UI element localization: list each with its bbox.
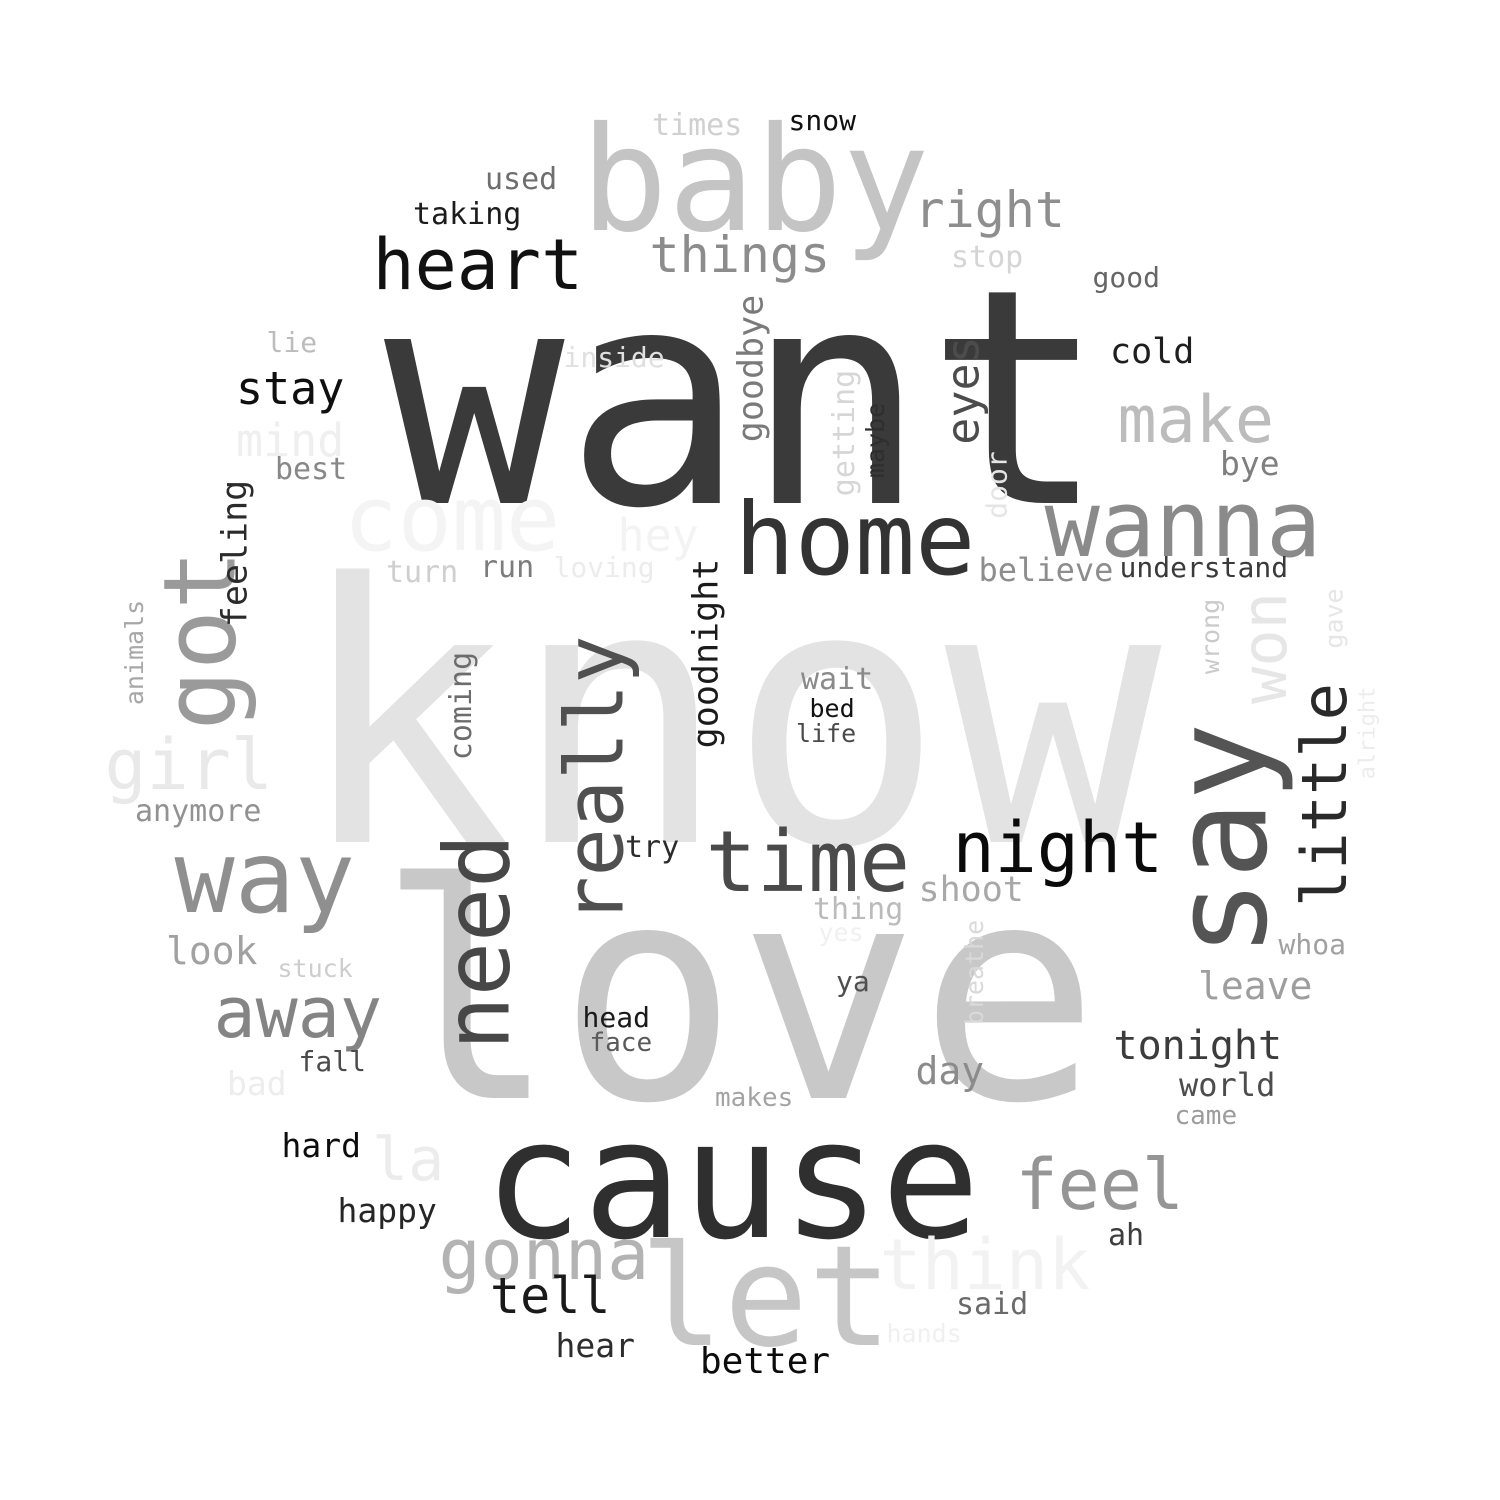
word-gonna: gonna [438, 1214, 650, 1296]
word-inside: inside [563, 341, 665, 374]
word-la: la [372, 1125, 445, 1195]
word-let: let [639, 1216, 893, 1379]
word-wait: wait [801, 662, 874, 697]
word-need: need [424, 833, 530, 1051]
word-stay: stay [236, 361, 345, 415]
word-snow: snow [788, 104, 856, 137]
word-leave: leave [1198, 964, 1313, 1008]
word-hands: hands [886, 1318, 962, 1348]
word-look: look [166, 929, 258, 973]
word-hey: hey [617, 508, 699, 562]
word-wrong: wrong [1195, 598, 1225, 674]
word-whoa: whoa [1278, 928, 1346, 961]
word-makes: makes [715, 1083, 794, 1113]
word-stuck: stuck [277, 953, 353, 983]
word-want: want [384, 225, 1107, 574]
word-girl: girl [104, 724, 274, 806]
word-day: day [915, 1049, 985, 1093]
word-cause: cause [483, 1083, 981, 1276]
word-getting: getting [827, 369, 863, 497]
word-know: know [294, 508, 1162, 927]
word-tell: tell [490, 1267, 611, 1325]
word-taking: taking [413, 197, 522, 232]
word-gave: gave [1319, 587, 1349, 649]
word-used: used [485, 162, 558, 197]
word-love: love [377, 820, 1100, 1169]
word-eyes: eyes [936, 335, 990, 445]
word-goodnight: goodnight [686, 558, 727, 748]
word-baby: baby [580, 95, 930, 265]
word-times: times [652, 108, 743, 143]
word-yes: yes [818, 917, 864, 947]
word-believe: believe [978, 551, 1114, 589]
word-good: good [1092, 261, 1160, 294]
word-home: home [734, 481, 976, 598]
word-tonight: tonight [1113, 1023, 1283, 1069]
word-breathe: breathe [959, 919, 989, 1025]
word-say: say [1143, 722, 1296, 958]
word-stop: stop [951, 240, 1024, 275]
word-heart: heart [372, 224, 584, 306]
word-better: better [700, 1341, 831, 1382]
word-happy: happy [337, 1190, 437, 1230]
word-hear: hear [555, 1325, 635, 1365]
word-door: door [980, 451, 1014, 519]
word-goodbye: goodbye [731, 294, 772, 442]
word-alright: alright [1354, 686, 1380, 780]
word-really: really [547, 635, 641, 925]
word-won: won [1227, 592, 1301, 704]
word-make: make [1117, 382, 1275, 458]
word-time: time [705, 812, 911, 912]
word-said: said [956, 1287, 1029, 1322]
word-things: things [649, 226, 831, 284]
word-world: world [1179, 1066, 1276, 1104]
word-run: run [480, 550, 535, 585]
word-bye: bye [1220, 443, 1280, 483]
word-think: think [879, 1224, 1091, 1306]
word-feel: feel [1015, 1144, 1185, 1226]
word-face: face [589, 1028, 653, 1058]
word-head: head [582, 1001, 650, 1034]
word-right: right [914, 181, 1066, 239]
word-loving: loving [553, 551, 655, 584]
word-feeling: feeling [215, 479, 256, 627]
word-came: came [1174, 1101, 1238, 1131]
word-night: night [952, 807, 1164, 889]
word-understand: understand [1119, 551, 1289, 584]
word-anymore: anymore [135, 794, 262, 829]
word-try: try [625, 830, 680, 865]
word-bad: bad [227, 1063, 287, 1103]
word-come: come [343, 467, 561, 572]
word-best: best [275, 452, 348, 487]
word-shoot: shoot [918, 869, 1024, 910]
word-ah: ah [1108, 1218, 1145, 1253]
word-wanna: wanna [1044, 471, 1322, 578]
word-bed: bed [809, 693, 855, 723]
word-way: way [174, 819, 356, 936]
word-fall: fall [298, 1045, 366, 1078]
word-lie: lie [266, 326, 318, 359]
word-life: life [796, 718, 857, 748]
word-animals: animals [119, 599, 149, 705]
word-little: little [1287, 683, 1361, 907]
word-hard: hard [281, 1125, 361, 1165]
word-coming: coming [444, 651, 480, 761]
word-thing: thing [813, 892, 904, 927]
word-cold: cold [1110, 331, 1195, 372]
word-turn: turn [386, 555, 459, 590]
word-ya: ya [836, 965, 870, 998]
word-maybe: maybe [860, 402, 890, 478]
word-mind: mind [236, 413, 345, 467]
word-away: away [213, 972, 383, 1054]
